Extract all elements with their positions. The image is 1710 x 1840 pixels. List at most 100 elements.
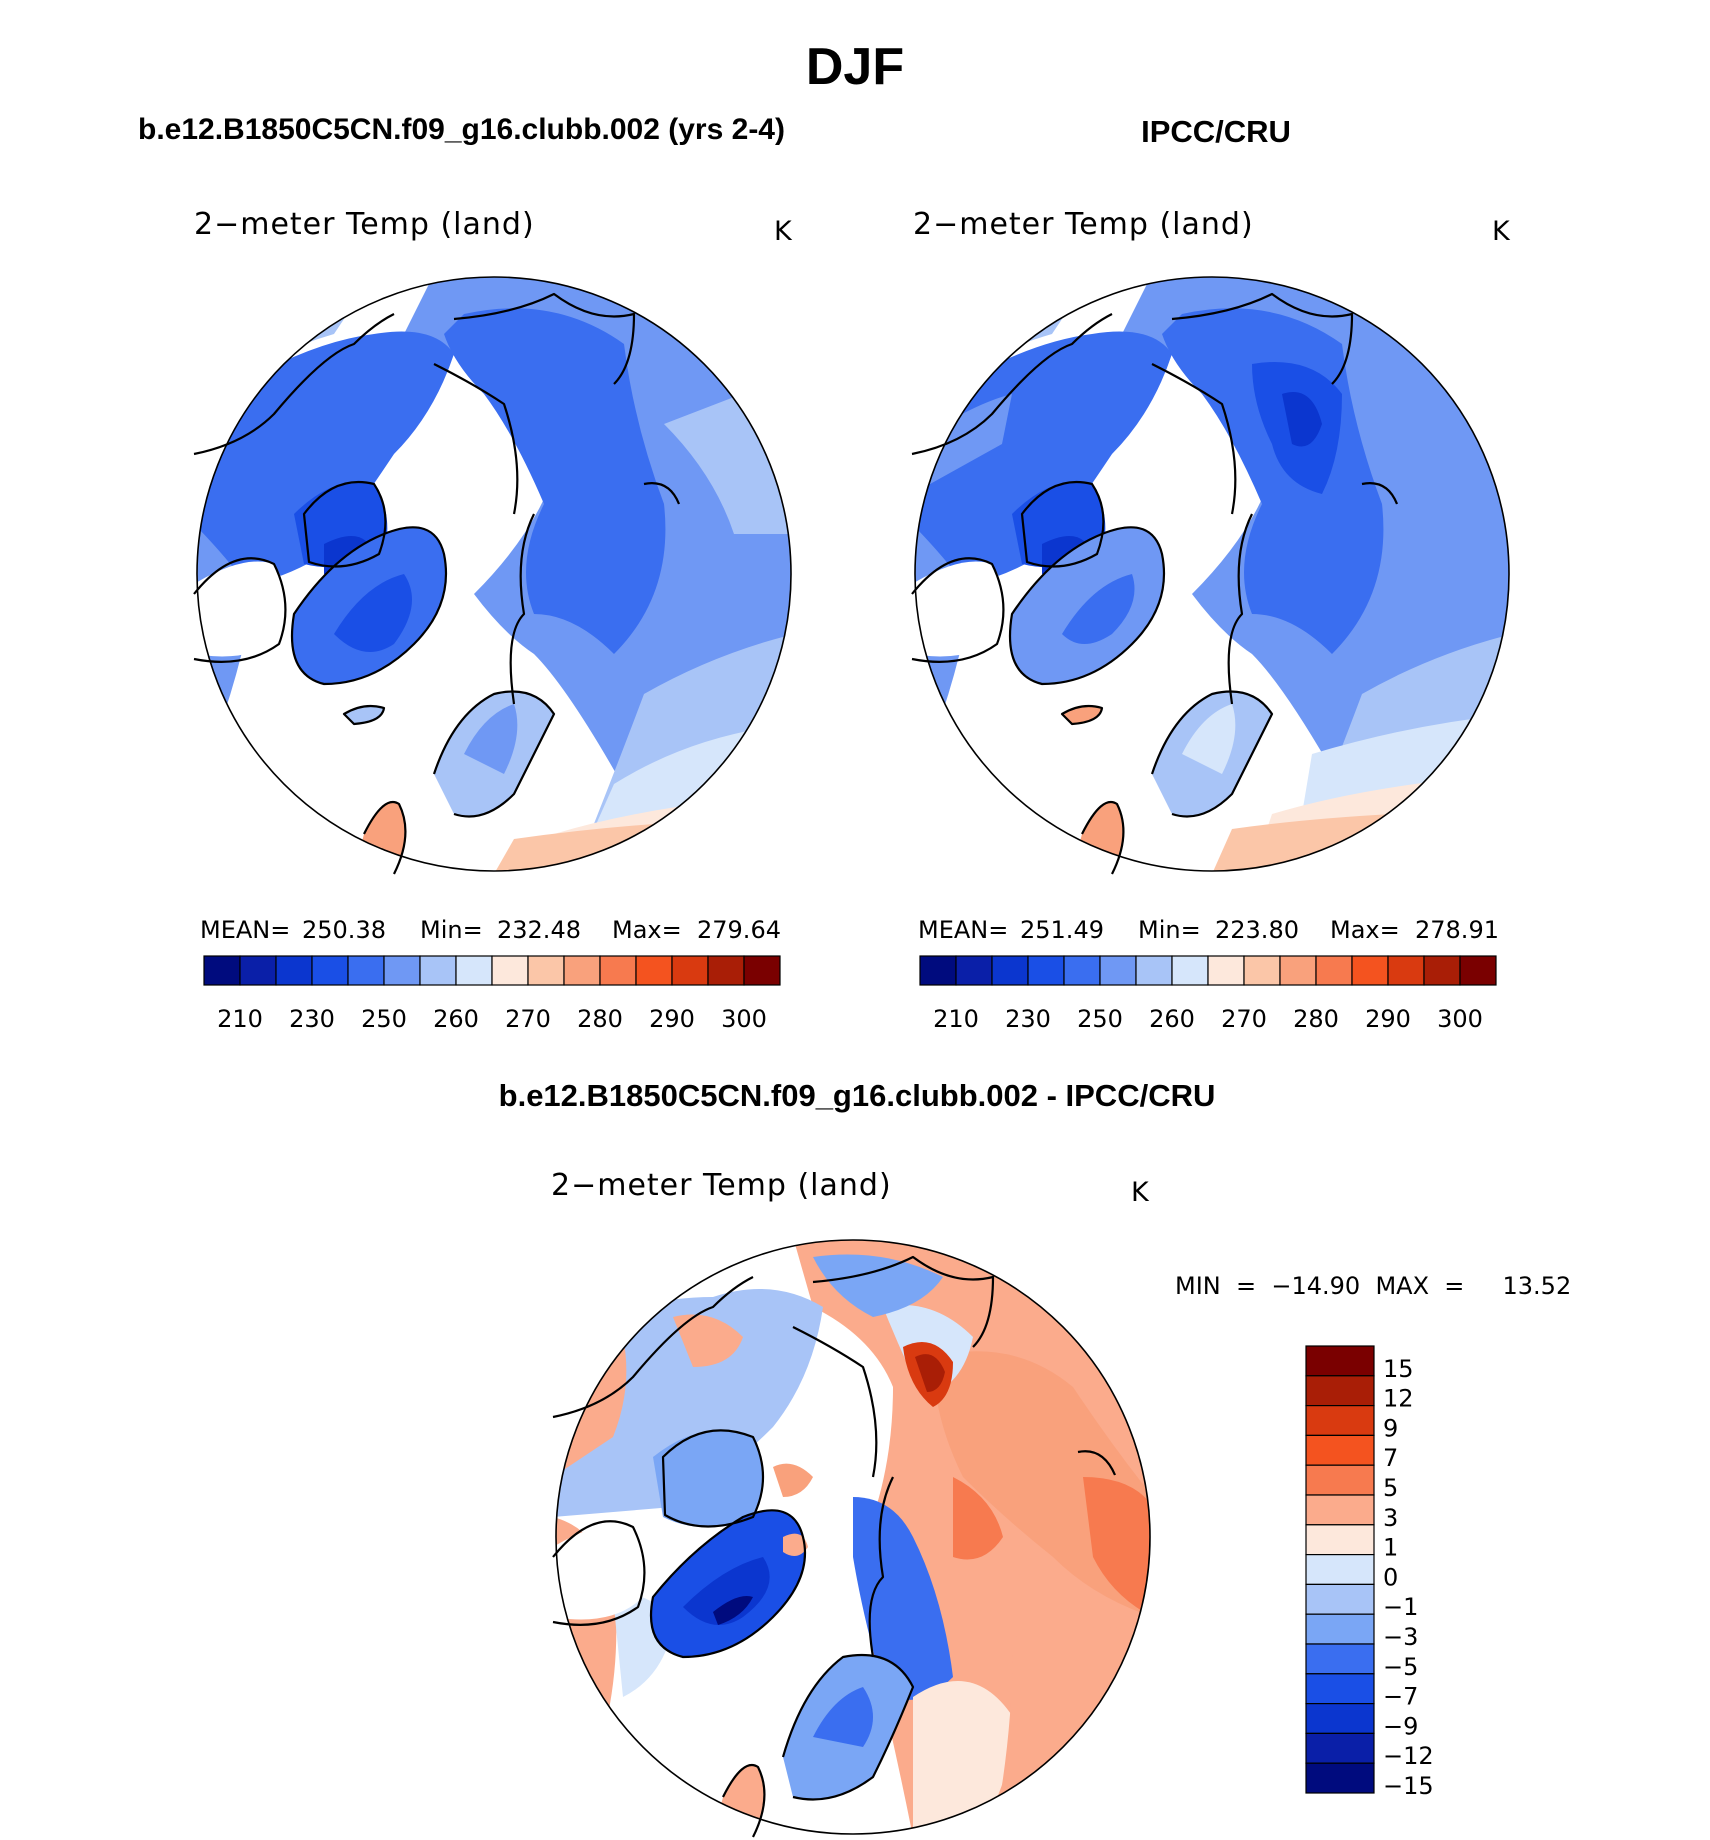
model-colorbar-swatch <box>527 955 565 986</box>
obs-units-label: K <box>1492 216 1511 247</box>
obs-colorbar-swatch <box>1027 955 1065 986</box>
obs-colorbar-swatch <box>1171 955 1209 986</box>
obs-variable-label: 2−meter Temp (land) <box>913 207 1254 242</box>
obs-colorbar-swatch <box>955 955 993 986</box>
model-colorbar-swatch <box>707 955 745 986</box>
obs-max-value: 278.91 <box>1415 916 1499 944</box>
obs-map <box>911 276 1510 875</box>
diff-minmax-text: MIN = −14.90 MAX = 13.52 <box>1175 1272 1571 1300</box>
obs-colorbar-swatch <box>919 955 957 986</box>
obs-min-value: 223.80 <box>1215 916 1299 944</box>
diff-colorbar-label: −3 <box>1383 1623 1418 1651</box>
diff-colorbar-label: 5 <box>1383 1474 1398 1502</box>
diff-colorbar-label: −12 <box>1383 1742 1434 1770</box>
obs-panel: 2−meter Temp (land) K <box>911 207 1511 1033</box>
diff-colorbar-swatch <box>1305 1434 1375 1466</box>
obs-colorbar-swatch <box>1423 955 1461 986</box>
diff-colorbar-label: −9 <box>1383 1712 1418 1740</box>
diff-panel: 2−meter Temp (land) K MIN = −14.90 MAX =… <box>551 1168 1571 1838</box>
model-colorbar-swatch <box>383 955 421 986</box>
model-colorbar-label: 250 <box>361 1005 407 1033</box>
model-colorbar-swatch <box>743 955 781 986</box>
model-min-label: Min= <box>420 916 483 944</box>
obs-mean-label: MEAN= <box>918 916 1008 944</box>
diff-colorbar-swatch <box>1305 1762 1375 1794</box>
model-colorbar-swatch <box>491 955 529 986</box>
model-colorbar-swatch <box>203 955 241 986</box>
obs-title: IPCC/CRU <box>1141 114 1291 149</box>
model-colorbar: 210 230 250 260 270 280 290 300 <box>203 955 781 1033</box>
diff-colorbar-label: 3 <box>1383 1504 1398 1532</box>
model-colorbar-swatch <box>311 955 349 986</box>
obs-colorbar-swatch <box>1207 955 1245 986</box>
model-colorbar-label: 300 <box>721 1005 767 1033</box>
season-title: DJF <box>806 38 904 96</box>
obs-colorbar-label: 250 <box>1077 1005 1123 1033</box>
model-colorbar-swatch <box>275 955 313 986</box>
obs-colorbar-swatch <box>1135 955 1173 986</box>
diff-colorbar-label: −15 <box>1383 1772 1434 1800</box>
model-colorbar-label: 210 <box>217 1005 263 1033</box>
model-colorbar-swatch <box>455 955 493 986</box>
model-colorbar-label: 270 <box>505 1005 551 1033</box>
model-colorbar-swatch <box>239 955 277 986</box>
model-panel: 2−meter Temp (land) K <box>193 207 793 1033</box>
diff-colorbar-swatch <box>1305 1613 1375 1645</box>
model-colorbar-swatch <box>347 955 385 986</box>
model-colorbar-swatch <box>419 955 457 986</box>
diff-title: b.e12.B1850C5CN.f09_g16.clubb.002 - IPCC… <box>499 1078 1216 1113</box>
diff-colorbar-label: 9 <box>1383 1414 1398 1442</box>
model-colorbar-swatch <box>635 955 673 986</box>
model-colorbar-label: 230 <box>289 1005 335 1033</box>
model-colorbar-swatch <box>599 955 637 986</box>
obs-colorbar-swatch <box>1387 955 1425 986</box>
diff-variable-label: 2−meter Temp (land) <box>551 1168 892 1203</box>
diff-colorbar-label: −1 <box>1383 1593 1418 1621</box>
model-mean-value: 250.38 <box>302 916 386 944</box>
diff-units-label: K <box>1131 1177 1150 1208</box>
diff-colorbar-swatch <box>1305 1494 1375 1526</box>
obs-colorbar-swatch <box>1351 955 1389 986</box>
model-colorbar-label: 260 <box>433 1005 479 1033</box>
obs-max-label: Max= <box>1330 916 1400 944</box>
obs-min-label: Min= <box>1138 916 1201 944</box>
diff-colorbar-swatch <box>1305 1345 1375 1377</box>
model-colorbar-label: 280 <box>577 1005 623 1033</box>
model-min-value: 232.48 <box>497 916 581 944</box>
obs-colorbar-swatch <box>1063 955 1101 986</box>
obs-colorbar-label: 280 <box>1293 1005 1339 1033</box>
diff-colorbar-label: −5 <box>1383 1653 1418 1681</box>
diff-colorbar-label: 0 <box>1383 1563 1398 1591</box>
obs-colorbar-label: 210 <box>933 1005 979 1033</box>
diff-colorbar-swatch <box>1305 1643 1375 1675</box>
obs-colorbar-swatch <box>1459 955 1497 986</box>
diff-colorbar-swatch <box>1305 1375 1375 1407</box>
diff-colorbar-label: 15 <box>1383 1355 1414 1383</box>
obs-colorbar-swatch <box>991 955 1029 986</box>
diff-colorbar-swatch <box>1305 1524 1375 1556</box>
diff-colorbar-swatch <box>1305 1583 1375 1615</box>
model-colorbar-swatch <box>671 955 709 986</box>
diff-colorbar-swatch <box>1305 1673 1375 1705</box>
diff-colorbar-swatch <box>1305 1732 1375 1764</box>
model-max-label: Max= <box>612 916 682 944</box>
obs-colorbar-label: 270 <box>1221 1005 1267 1033</box>
obs-colorbar: 210 230 250 260 270 280 290 300 <box>919 955 1497 1033</box>
diff-colorbar-swatch <box>1305 1553 1375 1585</box>
diff-colorbar-label: −7 <box>1383 1683 1418 1711</box>
diff-colorbar-swatch <box>1305 1464 1375 1496</box>
diff-colorbar-swatch <box>1305 1702 1375 1734</box>
diff-map <box>552 1239 1151 1838</box>
obs-colorbar-label: 230 <box>1005 1005 1051 1033</box>
obs-colorbar-swatch <box>1315 955 1353 986</box>
model-title: b.e12.B1850C5CN.f09_g16.clubb.002 (yrs 2… <box>138 113 785 146</box>
diff-colorbar-label: 7 <box>1383 1444 1398 1472</box>
obs-colorbar-swatch <box>1099 955 1137 986</box>
obs-colorbar-label: 290 <box>1365 1005 1411 1033</box>
model-mean-label: MEAN= <box>200 916 290 944</box>
obs-colorbar-swatch <box>1243 955 1281 986</box>
diff-colorbar-label: 1 <box>1383 1534 1398 1562</box>
diff-colorbar-swatch <box>1305 1404 1375 1436</box>
diff-colorbar-label: 12 <box>1383 1385 1414 1413</box>
